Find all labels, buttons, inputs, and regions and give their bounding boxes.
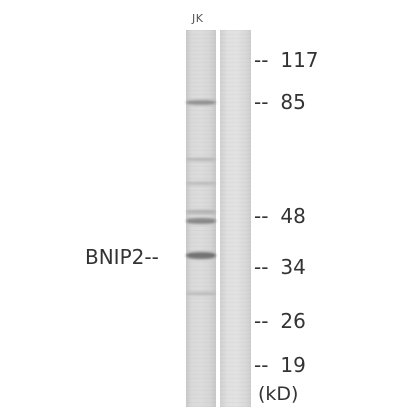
marker-dash: --	[254, 48, 269, 72]
marker-dash: --	[254, 204, 269, 228]
target-label-bnip2: BNIP2--	[85, 245, 159, 269]
blot-band	[186, 292, 216, 295]
blot-band	[186, 210, 216, 214]
lane-label: JK	[192, 12, 204, 25]
control-lane	[220, 30, 251, 407]
blot-band	[186, 100, 216, 105]
unit-label: (kD)	[258, 383, 299, 405]
marker-value: 117	[280, 48, 319, 72]
blot-band	[186, 158, 216, 161]
marker-dash: --	[254, 353, 269, 377]
marker-value: 34	[280, 255, 306, 279]
marker-value: 26	[280, 309, 306, 333]
blot-band	[186, 182, 216, 185]
marker-dash: --	[254, 309, 269, 333]
marker-26: -- 26	[254, 311, 306, 331]
marker-dash: --	[254, 90, 269, 114]
marker-dash: --	[254, 255, 269, 279]
marker-value: 85	[280, 90, 306, 114]
marker-117: -- 117	[254, 50, 319, 70]
marker-34: -- 34	[254, 257, 306, 277]
marker-85: -- 85	[254, 92, 306, 112]
marker-value: 48	[280, 204, 306, 228]
marker-19: -- 19	[254, 355, 306, 375]
sample-lane-jk	[186, 30, 216, 407]
marker-48: -- 48	[254, 206, 306, 226]
blot-band	[186, 218, 216, 224]
marker-value: 19	[280, 353, 306, 377]
blot-band	[186, 252, 216, 259]
